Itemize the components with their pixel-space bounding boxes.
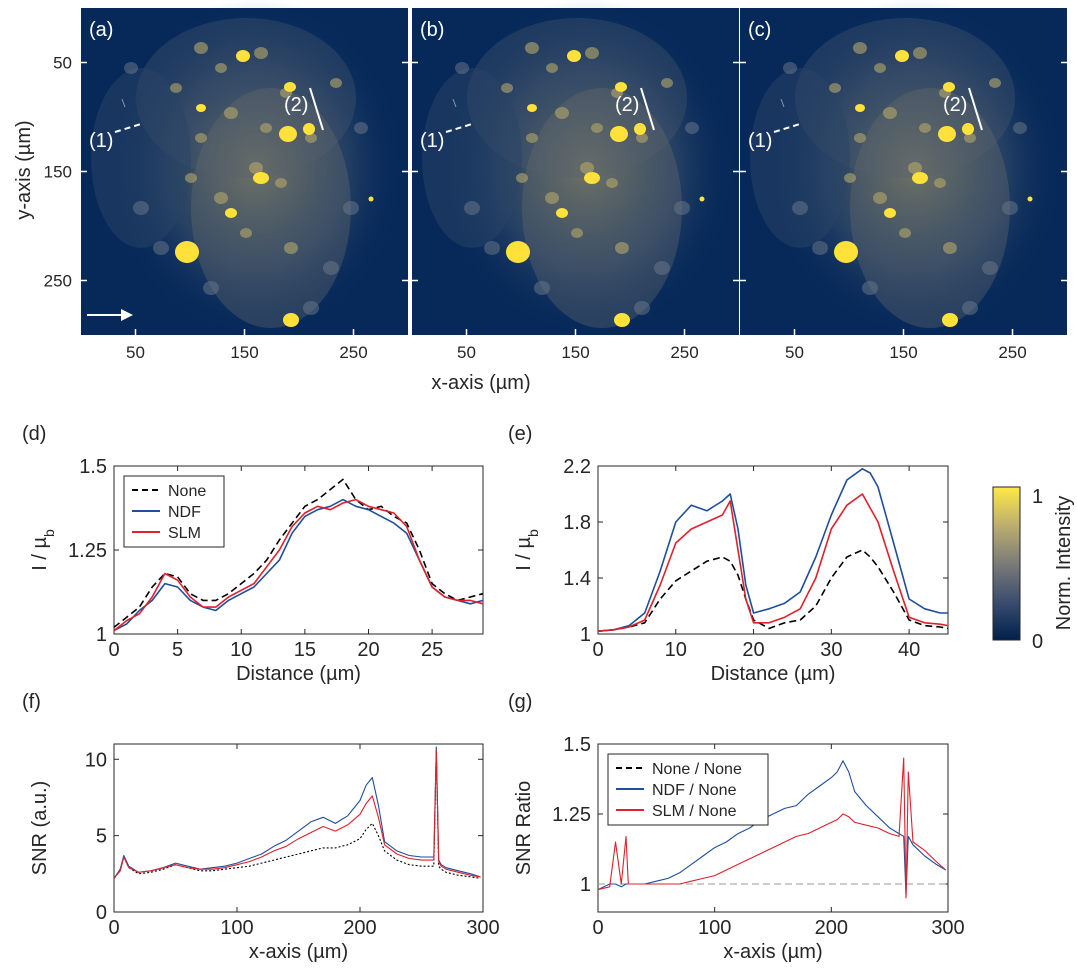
y-tick-label: 1.5 (563, 734, 591, 756)
image-x-axis-label: x-axis (µm) (431, 372, 530, 394)
image-axes: 50 150 250 50 150 250 50 150 250 50 150 250 (44, 54, 1067, 362)
panel-label-d: (d) (22, 423, 46, 445)
y-axis-label: SNR (a.u.) (29, 781, 51, 875)
y-axis-label: SNR Ratio (513, 781, 535, 875)
image-x-tick-label: 150 (889, 343, 917, 362)
x-tick-label: 0 (108, 917, 119, 939)
y-tick-label: 5 (96, 826, 107, 848)
image-y-tick-label: 150 (44, 163, 72, 182)
panel-label-b: (b) (420, 19, 444, 41)
y-tick-label: 0 (96, 902, 107, 924)
x-tick-label: 100 (220, 917, 253, 939)
x-tick-label: 0 (592, 917, 603, 939)
series-line-slm-none (597, 757, 947, 899)
image-y-tick-label: 50 (53, 54, 72, 73)
y-tick-label: 1.5 (79, 456, 107, 478)
x-tick-label: 15 (294, 639, 316, 661)
profile-mark-1: (1) (420, 130, 444, 152)
x-axis-label: Distance (µm) (236, 663, 361, 685)
x-tick-label: 0 (592, 639, 603, 661)
x-tick-label: 0 (108, 639, 119, 661)
chart-d: 0 5 10 15 20 25 1 1.25 1.5 Distance (µm) I / µb Non… (29, 456, 484, 685)
chart-g: 0 100 200 300 1 1.25 1.5 x-axis (µm) SNR Ratio No… (513, 734, 965, 963)
x-tick-label: 300 (931, 917, 964, 939)
series-line-none (113, 478, 484, 628)
series-line-slm (113, 498, 484, 632)
legend-label: None (168, 483, 206, 500)
legend-label: NDF / None (652, 782, 737, 799)
x-tick-label: 200 (343, 917, 376, 939)
x-tick-label: 5 (172, 639, 183, 661)
image-panel-c: (c) (1) (2) (739, 0, 1068, 339)
image-x-tick-label: 250 (998, 343, 1026, 362)
image-x-tick-label: 50 (785, 343, 804, 362)
image-x-tick-label: 250 (339, 343, 367, 362)
x-tick-label: 20 (357, 639, 379, 661)
series-line-slm (597, 493, 949, 632)
colorbar-label: Norm. Intensity (1053, 496, 1075, 630)
chart-e: 0 10 20 30 40 1 1.4 1.8 2.2 Distance (µm) I / µb (513, 456, 949, 685)
image-y-tick-label: 250 (44, 272, 72, 291)
panel-label-e: (e) (508, 423, 532, 445)
scan-direction-arrow-icon (87, 309, 133, 321)
image-x-tick-label: 50 (457, 343, 476, 362)
colorbar-min-label: 0 (1032, 631, 1043, 653)
colorbar-max-label: 1 (1032, 486, 1043, 508)
image-x-tick-label: 150 (230, 343, 258, 362)
legend-label: SLM / None (652, 803, 737, 820)
panel-label-f: (f) (22, 691, 41, 713)
y-tick-label: 1 (96, 624, 107, 646)
legend: None NDF SLM (123, 475, 225, 548)
series-line-none (597, 549, 949, 632)
legend: None / None NDF / None SLM / None (607, 753, 769, 826)
x-tick-label: 20 (742, 639, 764, 661)
image-y-axis-label: y-axis (µm) (13, 120, 35, 219)
x-axis-label: Distance (µm) (711, 663, 836, 685)
y-tick-label: 1.8 (563, 512, 591, 534)
panel-label-c: (c) (748, 19, 771, 41)
profile-mark-2: (2) (284, 94, 308, 116)
y-axis-label: I / µb (29, 529, 57, 571)
image-panel-b: (b) (1) (2) (411, 0, 740, 339)
profile-mark-1: (1) (89, 130, 113, 152)
image-x-tick-label: 150 (561, 343, 589, 362)
series-line-ndf (597, 467, 948, 632)
y-axis-label: I / µb (513, 529, 541, 571)
y-tick-label: 1 (580, 624, 591, 646)
profile-mark-2: (2) (943, 94, 967, 116)
x-tick-label: 300 (466, 917, 499, 939)
x-axis-label: x-axis (µm) (723, 941, 822, 963)
image-x-tick-label: 50 (126, 343, 145, 362)
chart-f: 0 100 200 300 0 5 10 x-axis (µm) SNR (a.u.) (29, 743, 500, 963)
series-line-slm (113, 749, 481, 879)
x-tick-label: 10 (230, 639, 252, 661)
y-tick-label: 1.4 (563, 568, 591, 590)
x-tick-label: 100 (698, 917, 731, 939)
x-tick-label: 30 (820, 639, 842, 661)
y-tick-label: 10 (85, 749, 107, 771)
image-x-tick-label: 250 (670, 343, 698, 362)
legend-label: SLM (168, 525, 201, 542)
y-tick-label: 1.25 (552, 804, 591, 826)
x-axis-label: x-axis (µm) (249, 941, 348, 963)
x-tick-label: 10 (665, 639, 687, 661)
profile-mark-1: (1) (748, 130, 772, 152)
y-tick-label: 2.2 (563, 456, 591, 478)
image-panel-a: (a) (1) (2) (80, 0, 409, 339)
plot-area (113, 743, 484, 913)
y-tick-label: 1.25 (68, 540, 107, 562)
panel-label-a: (a) (89, 19, 113, 41)
legend-label: NDF (168, 504, 201, 521)
x-tick-label: 200 (815, 917, 848, 939)
x-tick-label: 25 (421, 639, 443, 661)
x-tick-label: 40 (898, 639, 920, 661)
panel-label-g: (g) (508, 691, 532, 713)
colorbar: 1 0 Norm. Intensity (992, 486, 1075, 653)
legend-label: None / None (652, 761, 742, 778)
profile-mark-2: (2) (615, 94, 639, 116)
y-tick-label: 1 (580, 874, 591, 896)
